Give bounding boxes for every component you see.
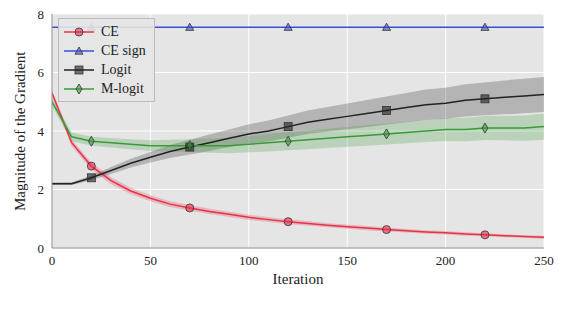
svg-text:6: 6 <box>38 65 45 80</box>
svg-text:200: 200 <box>436 253 456 268</box>
html-text:CE: CE <box>101 23 119 39</box>
svg-text:150: 150 <box>337 253 357 268</box>
html-text:CE sign: CE sign <box>101 42 146 58</box>
html-text:Logit: Logit <box>101 61 132 77</box>
svg-text:Magnitude of the Gradient: Magnitude of the Gradient <box>12 51 28 211</box>
html-text:M-logit: M-logit <box>101 80 144 96</box>
svg-text:50: 50 <box>144 253 157 268</box>
svg-text:100: 100 <box>239 253 259 268</box>
svg-text:2: 2 <box>38 182 45 197</box>
svg-text:4: 4 <box>38 124 45 139</box>
svg-text:0: 0 <box>38 241 45 256</box>
svg-text:250: 250 <box>534 253 554 268</box>
svg-text:8: 8 <box>38 8 45 22</box>
svg-text:Iteration: Iteration <box>273 271 324 287</box>
svg-text:0: 0 <box>49 253 56 268</box>
